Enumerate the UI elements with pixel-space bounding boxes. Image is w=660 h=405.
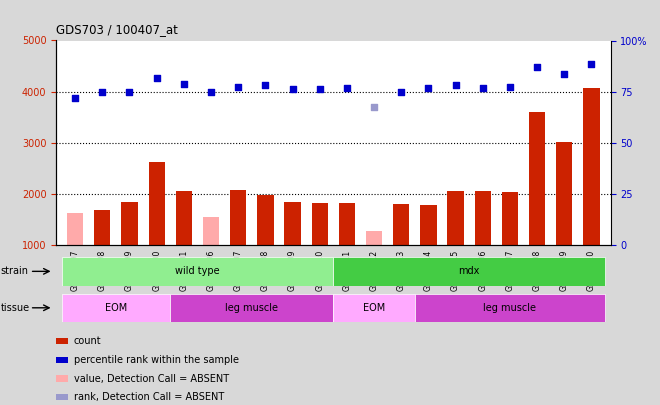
Text: EOM: EOM: [363, 303, 385, 313]
Point: [233, 83, 244, 90]
Bar: [203, 217, 219, 245]
Text: rank, Detection Call = ABSENT: rank, Detection Call = ABSENT: [74, 392, 224, 402]
Point: [532, 64, 543, 70]
Text: tissue: tissue: [1, 303, 30, 313]
Bar: [61, 257, 333, 286]
Point: [559, 71, 570, 77]
Text: GDS703 / 100407_at: GDS703 / 100407_at: [56, 23, 178, 36]
Bar: [56, 338, 68, 345]
Bar: [366, 231, 382, 245]
Point: [179, 81, 189, 87]
Bar: [176, 191, 192, 245]
Bar: [121, 202, 138, 245]
Text: strain: strain: [1, 266, 28, 276]
Point: [586, 61, 597, 67]
Point: [206, 89, 216, 96]
Bar: [556, 142, 572, 245]
Bar: [257, 195, 273, 245]
Point: [396, 88, 407, 95]
Bar: [148, 162, 165, 245]
Bar: [56, 357, 68, 363]
Bar: [475, 191, 491, 245]
Point: [369, 104, 380, 110]
Bar: [333, 294, 415, 322]
Bar: [339, 203, 355, 245]
Point: [287, 85, 298, 92]
Point: [342, 85, 352, 91]
Point: [477, 84, 488, 91]
Bar: [56, 375, 68, 382]
Point: [97, 88, 108, 95]
Bar: [312, 202, 328, 245]
Bar: [415, 294, 605, 322]
Text: count: count: [74, 337, 102, 346]
Point: [151, 75, 162, 81]
Bar: [420, 205, 436, 245]
Bar: [170, 294, 333, 322]
Bar: [583, 87, 600, 245]
Bar: [393, 204, 409, 245]
Bar: [529, 112, 545, 245]
Bar: [94, 210, 110, 245]
Bar: [333, 257, 605, 286]
Point: [450, 82, 461, 88]
Text: mdx: mdx: [459, 266, 480, 276]
Point: [260, 82, 271, 89]
Text: wild type: wild type: [175, 266, 220, 276]
Bar: [67, 213, 83, 245]
Point: [423, 85, 434, 91]
Bar: [502, 192, 518, 245]
Text: leg muscle: leg muscle: [225, 303, 279, 313]
Point: [314, 86, 325, 92]
Bar: [61, 294, 170, 322]
Text: percentile rank within the sample: percentile rank within the sample: [74, 355, 239, 365]
Point: [70, 95, 81, 102]
Text: leg muscle: leg muscle: [483, 303, 537, 313]
Bar: [284, 202, 301, 245]
Bar: [56, 394, 68, 400]
Point: [505, 83, 515, 90]
Text: EOM: EOM: [105, 303, 127, 313]
Point: [124, 89, 135, 96]
Bar: [230, 190, 246, 245]
Bar: [447, 191, 464, 245]
Text: value, Detection Call = ABSENT: value, Detection Call = ABSENT: [74, 373, 229, 384]
